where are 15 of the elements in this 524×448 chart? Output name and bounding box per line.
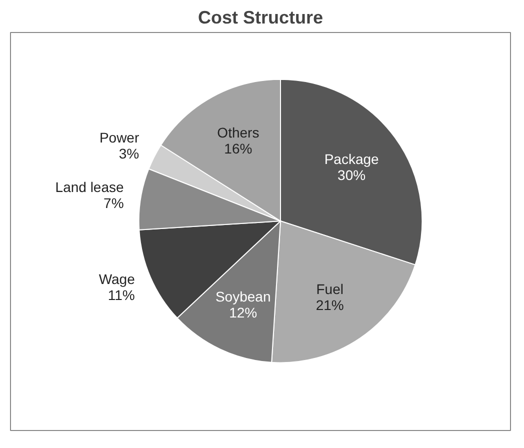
slice-label: Fuel <box>316 281 344 298</box>
data-label: 12% <box>229 304 258 320</box>
data-label: 30% <box>338 166 366 183</box>
data-label: 3% <box>118 146 140 162</box>
chart-title: Cost Structure <box>198 8 324 28</box>
data-label: 21% <box>316 297 344 314</box>
data-label: 11% <box>108 287 135 304</box>
slice-label: Land lease <box>55 179 124 196</box>
slice-label: Others <box>217 124 260 140</box>
slice-label: Power <box>99 130 140 146</box>
slice-label: Package <box>324 150 380 167</box>
data-label: 7% <box>104 195 124 212</box>
slice-label: Soybean <box>215 288 271 304</box>
slice-label: Wage <box>98 271 136 288</box>
data-label: 16% <box>224 140 252 156</box>
